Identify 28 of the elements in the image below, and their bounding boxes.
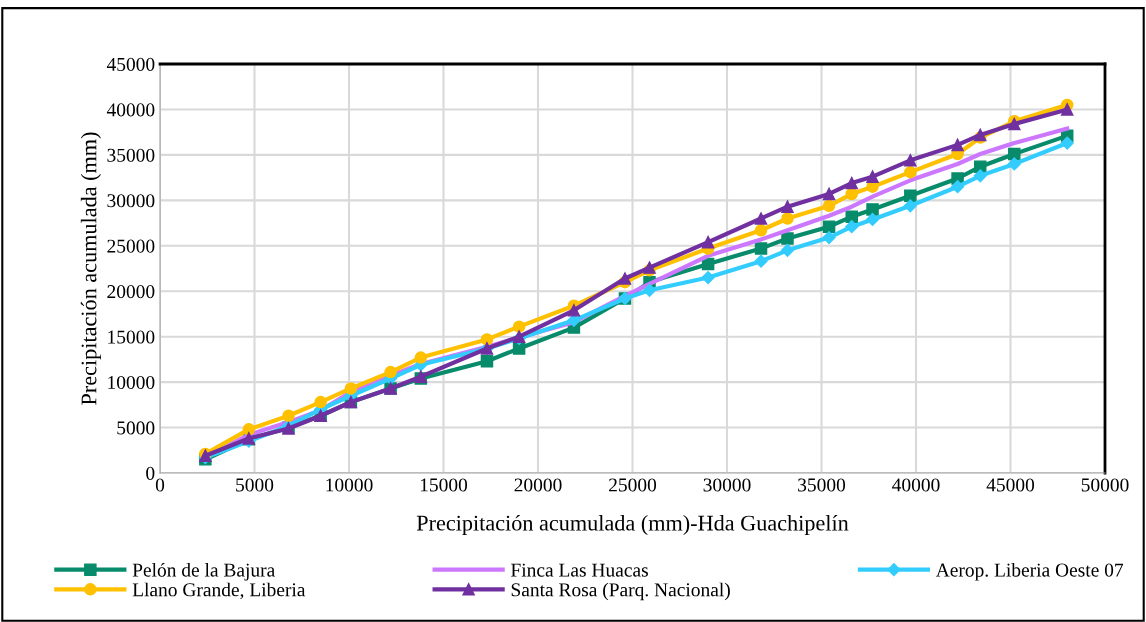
x-tick-label: 50000 [1081,478,1129,492]
x-tick-label: 35000 [798,478,846,492]
y-tick-label: 20000 [107,285,155,299]
y-tick-label: 40000 [106,103,155,117]
y-tick-label: 5000 [117,421,155,435]
legend-label: Finca Las Huacas [511,563,648,577]
y-axis-title: Precipitación acumulada (mm) [80,132,101,405]
x-tick-label: 15000 [420,478,468,492]
x-tick-label: 10000 [326,478,373,492]
x-tick-label: 0 [155,478,165,492]
x-tick-label: 25000 [609,478,657,492]
y-tick-label: 10000 [108,375,155,390]
legend-label: Pelón de la Bajura [132,562,275,581]
legend-label: Llano Grande, Liberia [132,582,306,600]
legend-label: Aerop. Liberia Oeste 07 [935,562,1124,581]
y-tick-label: 15000 [108,330,155,344]
x-tick-label: 20000 [514,478,562,492]
y-tick-label: 30000 [107,194,155,208]
x-tick-label: 45000 [986,478,1035,492]
x-axis-title: Precipitación acumulada (mm)-Hda Guachipelín [416,514,849,536]
y-tick-label: 25000 [107,239,155,253]
x-tick-label: 30000 [703,478,751,492]
x-tick-label: 5000 [236,478,274,492]
y-tick-label: 0 [146,466,155,480]
legend-label: Santa Rosa (Parq. Nacional) [511,582,730,601]
x-tick-label: 40000 [892,478,940,492]
y-tick-label: 45000 [106,57,155,71]
y-tick-label: 35000 [107,148,155,162]
